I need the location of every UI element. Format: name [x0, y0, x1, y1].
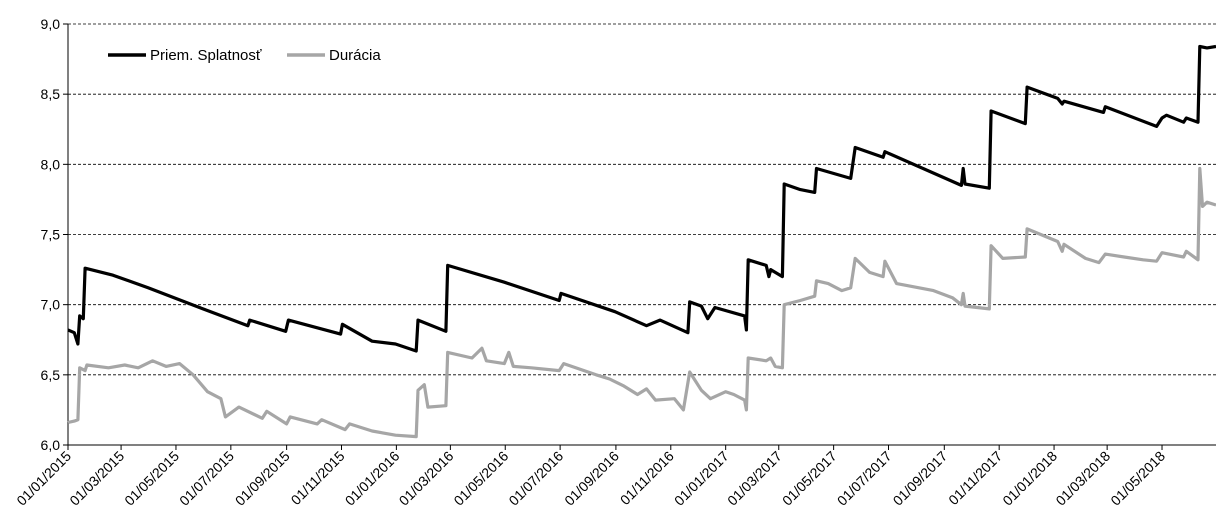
- legend: Priem. Splatnosť Durácia: [108, 47, 381, 64]
- y-tick-label: 6,0: [41, 437, 61, 453]
- y-tick-labels: 6,0 6,5 7,0 7,5 8,0 8,5 9,0: [41, 16, 68, 453]
- x-tick-label: 01/03/2017: [724, 448, 785, 509]
- series-line-duracia: [67, 166, 1216, 439]
- legend-label-priem-splatnost: Priem. Splatnosť: [150, 47, 262, 64]
- legend-label-duracia: Durácia: [329, 47, 381, 64]
- series-line-priem-splatnost: [67, 44, 1216, 353]
- x-tick-label: 01/01/2015: [13, 448, 74, 509]
- x-tick-label: 01/11/2015: [287, 448, 347, 508]
- y-tick-label: 8,5: [41, 86, 61, 102]
- x-tick-label: 01/05/2015: [121, 448, 182, 509]
- x-tick-label: 01/07/2015: [176, 448, 237, 509]
- x-tick-label: 01/09/2016: [561, 448, 622, 509]
- x-tick-label: 01/09/2015: [232, 448, 293, 509]
- x-tick-label: 01/03/2016: [396, 448, 457, 509]
- x-tick-label: 01/05/2016: [451, 448, 512, 509]
- x-tick-label: 01/05/2018: [1107, 448, 1168, 509]
- x-tick-label: 01/07/2016: [505, 448, 566, 509]
- x-tick-label: 01/03/2015: [66, 448, 127, 509]
- x-tick-label: 01/01/2018: [999, 448, 1060, 509]
- y-tick-label: 9,0: [41, 16, 61, 32]
- y-tick-label: 6,5: [41, 367, 61, 383]
- x-tick-label: 01/09/2017: [890, 448, 951, 509]
- y-tick-label: 7,5: [41, 227, 61, 243]
- x-tick-label: 01/05/2017: [779, 448, 840, 509]
- x-tick-labels: 01/01/201501/03/201501/05/201501/07/2015…: [13, 445, 1168, 509]
- x-tick-label: 01/07/2017: [834, 448, 895, 509]
- gridlines: [68, 23, 1216, 376]
- y-tick-label: 7,0: [41, 297, 61, 313]
- x-tick-label: 01/01/2017: [671, 448, 732, 509]
- x-tick-label: 01/03/2018: [1052, 448, 1113, 509]
- x-tick-label: 01/11/2017: [945, 448, 1005, 508]
- x-tick-label: 01/11/2016: [617, 448, 677, 508]
- x-tick-label: 01/01/2016: [342, 448, 403, 509]
- series-lines: [67, 44, 1216, 439]
- y-tick-label: 8,0: [41, 156, 61, 172]
